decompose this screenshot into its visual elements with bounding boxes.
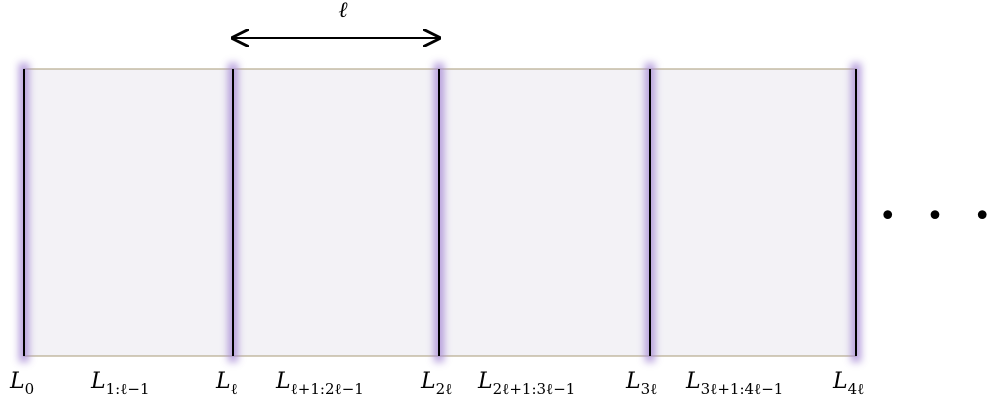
segment-label-3: L3ℓ+1:4ℓ−1 [685, 369, 783, 398]
segment-label-2: L2ℓ+1:3ℓ−1 [477, 369, 575, 398]
span-label: ℓ [338, 0, 348, 23]
boundary-label-1: Lℓ [215, 369, 238, 398]
segment-label-1: Lℓ+1:2ℓ−1 [275, 369, 364, 398]
boundary-label-2: L2ℓ [420, 369, 452, 398]
ellipsis: • • • [879, 199, 995, 234]
boundary-label-3: L3ℓ [625, 369, 657, 398]
boundary-label-4: L4ℓ [832, 369, 864, 398]
boundary-label-0: L0 [9, 369, 34, 398]
segment-label-0: L1:ℓ−1 [90, 369, 150, 398]
layer-labels: L0 Lℓ L2ℓ L3ℓ L4ℓ L1:ℓ−1 Lℓ+1:2ℓ−1 L2ℓ+1:3ℓ−1 L3… [9, 369, 864, 398]
boundary-lines [23, 69, 857, 356]
